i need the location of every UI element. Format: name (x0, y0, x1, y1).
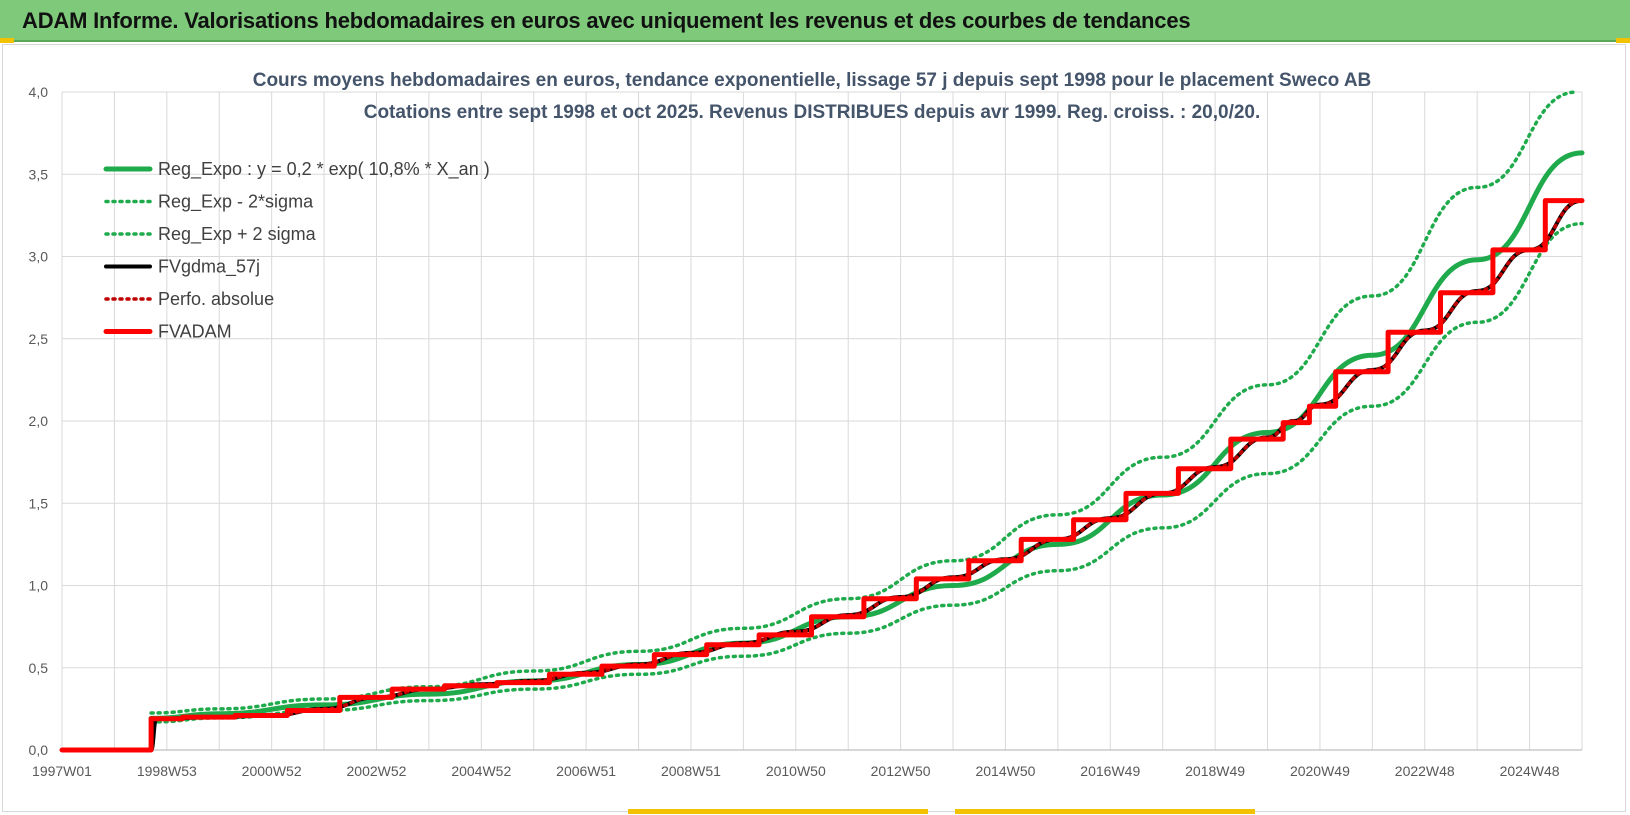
x-tick-label: 2010W50 (766, 763, 826, 779)
x-tick-label: 2014W50 (975, 763, 1035, 779)
chart-grid (61, 91, 1583, 751)
x-tick-label: 2004W52 (451, 763, 511, 779)
x-tick-label: 2008W51 (661, 763, 721, 779)
chart-subtitle: Cotations entre sept 1998 et oct 2025. R… (364, 102, 1261, 123)
x-tick-label: 1997W01 (32, 763, 92, 779)
series-line-5 (59, 198, 1585, 753)
series-line-1 (149, 221, 1584, 724)
y-tick-label: 0,0 (29, 742, 49, 758)
chart-titles: Cours moyens hebdomadaires en euros, ten… (253, 70, 1372, 123)
series-line-2 (149, 90, 1579, 715)
legend-label-2: Reg_Exp + 2 sigma (158, 224, 317, 245)
chart-legend: Reg_Expo : y = 0,2 * exp( 10,8% * X_an )… (103, 159, 490, 342)
x-tick-label: 2018W49 (1185, 763, 1245, 779)
y-tick-label: 3,5 (29, 166, 49, 182)
page-title: ADAM Informe. Valorisations hebdomadaire… (22, 8, 1191, 33)
x-tick-label: 2020W49 (1290, 763, 1350, 779)
x-tick-label: 2000W52 (242, 763, 302, 779)
x-tick-label: 2022W48 (1395, 763, 1455, 779)
series-line-0 (148, 150, 1585, 721)
y-tick-label: 2,0 (29, 413, 49, 429)
x-tick-label: 1998W53 (137, 763, 197, 779)
corner-accent-right (1616, 38, 1630, 43)
x-tick-label: 2006W51 (556, 763, 616, 779)
legend-label-0: Reg_Expo : y = 0,2 * exp( 10,8% * X_an ) (158, 159, 490, 180)
y-tick-label: 0,5 (29, 660, 49, 676)
corner-accent-left (0, 38, 14, 43)
x-tick-label: 2024W48 (1500, 763, 1560, 779)
legend-label-4: Perfo. absolue (158, 289, 274, 309)
legend-label-5: FVADAM (158, 322, 232, 342)
y-tick-label: 4,0 (29, 84, 49, 100)
y-tick-label: 2,5 (29, 331, 49, 347)
y-tick-label: 3,0 (29, 249, 49, 265)
chart-title: Cours moyens hebdomadaires en euros, ten… (253, 70, 1372, 91)
x-tick-label: 2002W52 (347, 763, 407, 779)
bottom-accent-right (955, 809, 1255, 814)
chart-series (59, 90, 1585, 753)
legend-label-3: FVgdma_57j (158, 257, 260, 278)
y-tick-label: 1,0 (29, 578, 49, 594)
y-axis-ticks: 0,0 0,5 1,0 1,5 2,0 2,5 3,0 3,5 4,0 (29, 84, 49, 758)
y-tick-label: 1,5 (29, 495, 49, 511)
x-tick-label: 2016W49 (1080, 763, 1140, 779)
x-tick-label: 2012W50 (871, 763, 931, 779)
legend-label-1: Reg_Exp - 2*sigma (158, 192, 314, 213)
bottom-accent-left (628, 809, 928, 814)
header-bar: ADAM Informe. Valorisations hebdomadaire… (0, 0, 1630, 42)
x-axis-ticks: 1997W01 1998W53 2000W52 2002W52 2004W52 2006W… (32, 763, 1560, 779)
